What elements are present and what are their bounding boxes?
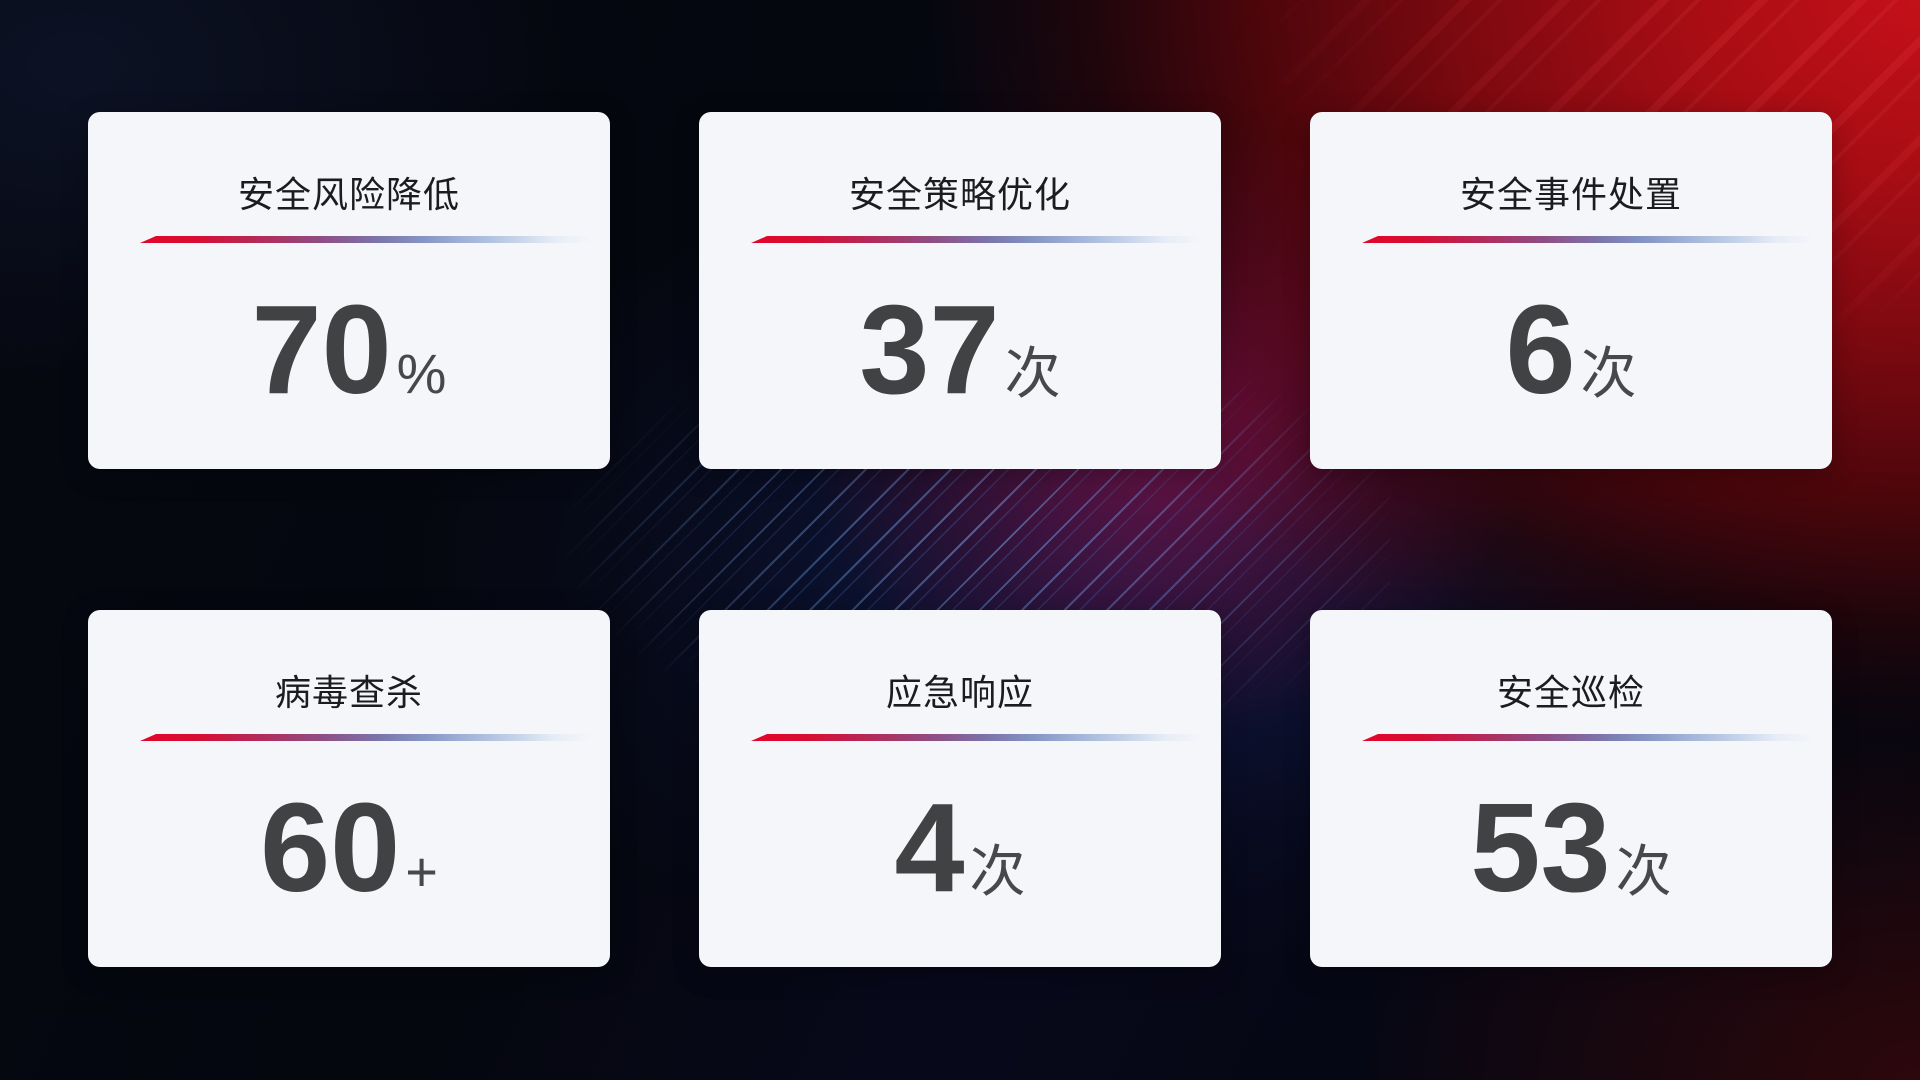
card-emergency-response: 应急响应 4 次 xyxy=(699,610,1221,967)
card-divider-gradient xyxy=(1362,734,1818,741)
stat-unit: % xyxy=(396,342,447,405)
card-divider-gradient xyxy=(140,236,596,243)
stat-number: 70 xyxy=(251,279,392,420)
card-divider-gradient xyxy=(1362,236,1818,243)
stat-number: 53 xyxy=(1470,777,1611,918)
card-title: 病毒查杀 xyxy=(274,672,423,713)
stat-unit: + xyxy=(405,840,438,903)
card-value: 4 次 xyxy=(699,785,1221,911)
card-value: 37 次 xyxy=(699,287,1221,413)
card-value: 70 % xyxy=(88,287,610,413)
card-title: 安全事件处置 xyxy=(1459,174,1682,215)
stat-unit: 次 xyxy=(1004,342,1061,405)
stat-number: 37 xyxy=(859,279,1000,420)
card-title: 应急响应 xyxy=(885,672,1034,713)
card-title: 安全巡检 xyxy=(1496,672,1645,713)
stat-unit: 次 xyxy=(1615,840,1672,903)
card-security-incident-handling: 安全事件处置 6 次 xyxy=(1310,112,1832,469)
stat-number: 4 xyxy=(894,777,965,918)
stat-unit: 次 xyxy=(1580,342,1637,405)
card-value: 6 次 xyxy=(1310,287,1832,413)
card-title: 安全风险降低 xyxy=(237,174,460,215)
card-security-policy-optimization: 安全策略优化 37 次 xyxy=(699,112,1221,469)
card-value: 53 次 xyxy=(1310,785,1832,911)
card-divider-gradient xyxy=(751,236,1207,243)
kpi-card-grid: 安全风险降低 70 % 安全策略优化 37 次 安全事件处置 6 次 病毒查杀 … xyxy=(88,112,1832,967)
stat-unit: 次 xyxy=(969,840,1026,903)
card-security-inspection: 安全巡检 53 次 xyxy=(1310,610,1832,967)
card-virus-scan: 病毒查杀 60 + xyxy=(88,610,610,967)
card-security-risk-reduction: 安全风险降低 70 % xyxy=(88,112,610,469)
stat-number: 60 xyxy=(260,777,401,918)
card-divider-gradient xyxy=(751,734,1207,741)
card-divider-gradient xyxy=(140,734,596,741)
card-title: 安全策略优化 xyxy=(848,174,1071,215)
stat-number: 6 xyxy=(1505,279,1576,420)
card-value: 60 + xyxy=(88,785,610,911)
